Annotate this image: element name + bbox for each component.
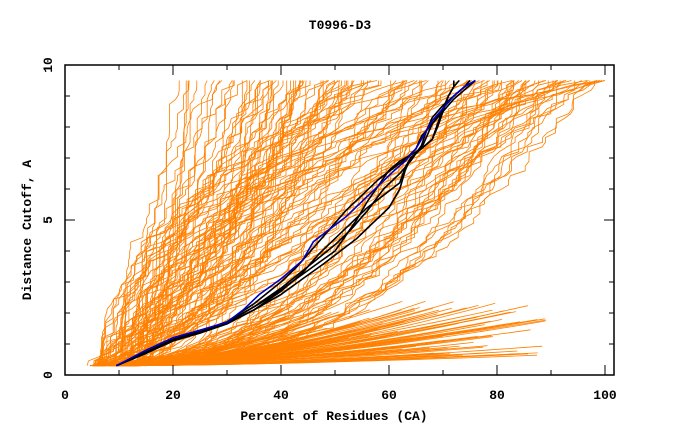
model-curve (146, 80, 324, 367)
model-curve (95, 80, 382, 366)
model-curve (112, 80, 485, 366)
x-tick-label: 0 (61, 388, 69, 403)
model-curve (119, 80, 368, 367)
model-curve (92, 80, 262, 367)
model-curve (112, 80, 292, 366)
model-curve (105, 80, 297, 367)
model-curve (122, 80, 418, 366)
model-curve-low (109, 310, 319, 367)
y-tick-label: 0 (41, 371, 56, 379)
model-curve (101, 80, 606, 366)
chart-title: T0996-D3 (309, 18, 372, 33)
model-curve-low (106, 335, 371, 367)
x-tick-label: 100 (593, 388, 617, 403)
model-curve (91, 80, 406, 367)
model-curve (134, 80, 330, 366)
model-curve (124, 80, 513, 366)
model-curve (130, 80, 397, 367)
model-curve (103, 80, 444, 367)
black-highlight-curve (115, 79, 471, 367)
model-curve-low (111, 311, 511, 367)
model-curve (101, 80, 338, 367)
model-curve (128, 80, 346, 366)
model-curve (140, 80, 515, 367)
model-curve (137, 80, 472, 366)
model-curve (94, 80, 256, 366)
y-tick-label: 5 (41, 216, 56, 224)
model-curve (120, 80, 549, 367)
model-curve (110, 80, 272, 366)
model-curve (139, 80, 302, 366)
x-tick-label: 60 (381, 388, 397, 403)
model-curve (104, 80, 561, 366)
model-curve (135, 80, 215, 367)
axis-tick-labels: 0 20 40 60 80 100 0 5 10 (41, 57, 617, 403)
model-curve (99, 80, 279, 367)
x-axis-label: Percent of Residues (CA) (240, 409, 427, 424)
model-curve (130, 80, 234, 367)
model-curve (93, 80, 303, 367)
background-curves (86, 80, 606, 367)
model-curve (94, 80, 450, 366)
axis-ticks (64, 64, 614, 376)
model-curve-low (100, 301, 454, 367)
model-curve (124, 80, 372, 366)
model-curve (106, 80, 364, 367)
model-curve-low (101, 353, 451, 367)
model-curve-low (119, 320, 491, 367)
model-curve-low (134, 336, 387, 367)
model-curve-low (93, 311, 340, 367)
y-axis-label: Distance Cutoff, A (20, 160, 35, 301)
x-tick-label: 20 (165, 388, 181, 403)
blue-highlight-curve (115, 79, 476, 367)
model-curve (92, 80, 547, 367)
model-curve (120, 80, 601, 366)
model-curve (120, 80, 392, 367)
model-curve-low (93, 301, 403, 367)
model-curve (91, 80, 603, 367)
model-curve-low (100, 305, 293, 367)
y-tick-label: 10 (41, 57, 56, 73)
model-curve (125, 80, 380, 366)
model-curve (119, 80, 576, 367)
model-curve (86, 80, 589, 366)
x-tick-label: 80 (489, 388, 505, 403)
x-tick-label: 40 (273, 388, 289, 403)
model-curve (119, 80, 498, 367)
model-curve (110, 80, 520, 366)
model-curve-low (132, 316, 315, 367)
model-curve (99, 80, 461, 366)
model-curve (122, 80, 494, 367)
model-curve (117, 80, 273, 367)
model-curve (135, 80, 527, 367)
model-curve (110, 80, 335, 367)
model-curve (144, 80, 539, 367)
highlighted-curves (115, 79, 476, 367)
model-curve (95, 80, 595, 367)
model-curve (122, 80, 514, 367)
model-curve (113, 80, 324, 367)
model-curve (137, 80, 421, 367)
model-curve (96, 80, 355, 366)
model-curve (118, 80, 545, 367)
